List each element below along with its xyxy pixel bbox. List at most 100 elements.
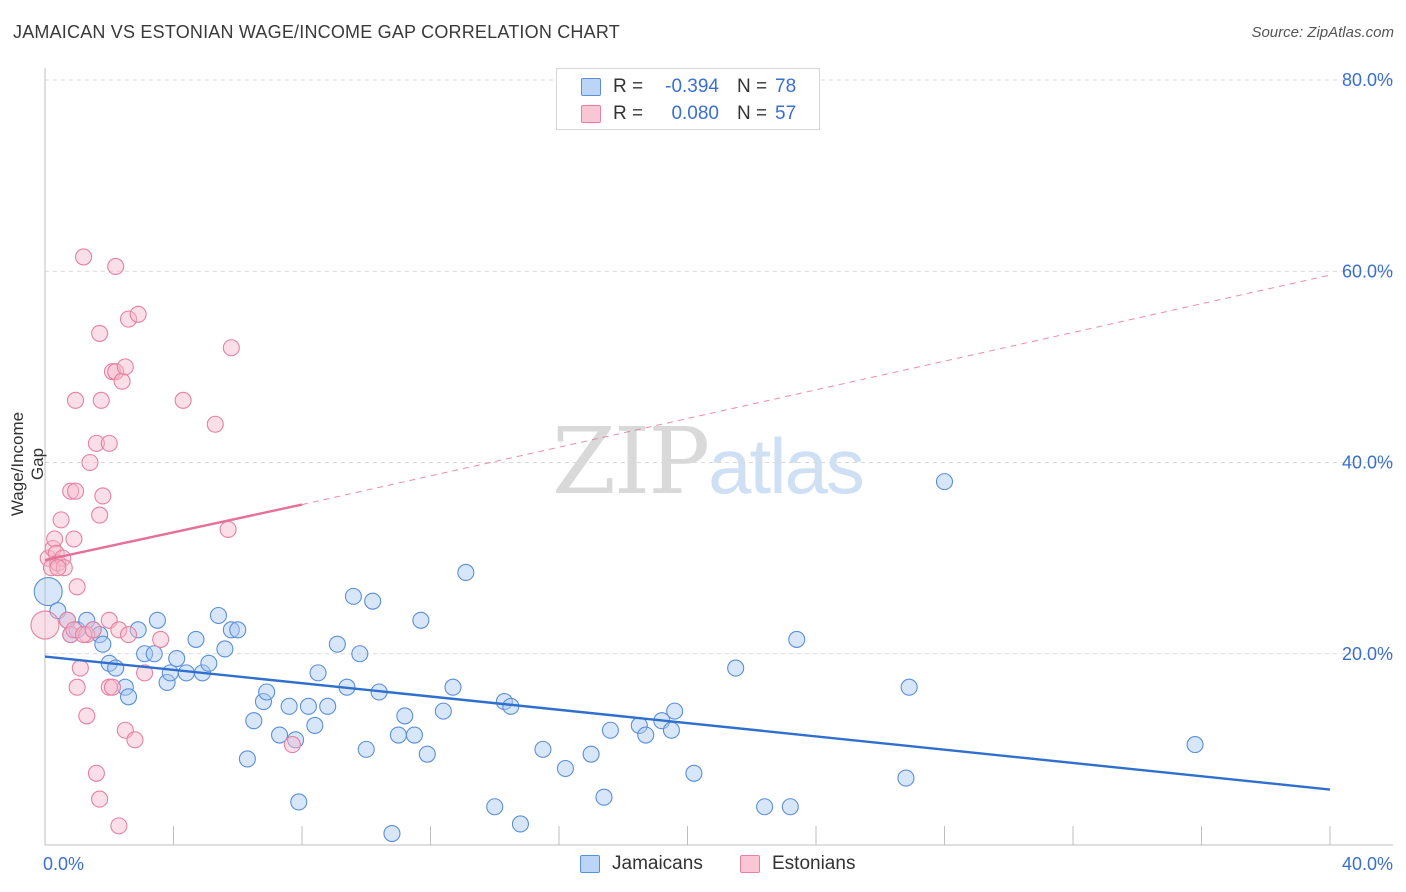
data-point-estonians: [78, 707, 96, 725]
data-point-jamaicans: [161, 664, 179, 682]
y-tick-label: 60.0%: [1342, 261, 1393, 281]
data-point-jamaicans: [511, 815, 530, 833]
series-label-jamaicans: Jamaicans: [612, 853, 703, 874]
data-point-estonians: [71, 659, 89, 677]
data-point-jamaicans: [33, 577, 63, 607]
legend-n-label: N =: [737, 103, 768, 124]
data-point-jamaicans: [756, 798, 774, 816]
data-point-jamaicans: [94, 635, 112, 653]
data-point-jamaicans: [412, 611, 430, 629]
data-point-jamaicans: [229, 621, 247, 639]
chart-title: JAMAICAN VS ESTONIAN WAGE/INCOME GAP COR…: [13, 22, 620, 42]
data-point-estonians: [152, 630, 170, 648]
data-point-jamaicans: [351, 645, 369, 663]
data-point-jamaicans: [781, 798, 799, 816]
data-point-estonians: [136, 664, 154, 682]
data-point-jamaicans: [328, 635, 346, 653]
data-point-estonians: [129, 305, 147, 323]
data-point-jamaicans: [216, 640, 234, 658]
y-tick-label: 20.0%: [1342, 644, 1393, 664]
data-point-jamaicans: [685, 764, 703, 782]
data-point-jamaicans: [457, 563, 475, 582]
data-point-jamaicans: [245, 712, 263, 730]
data-point-estonians: [66, 482, 85, 500]
data-point-jamaicans: [601, 721, 619, 739]
data-point-jamaicans: [222, 621, 240, 639]
data-point-jamaicans: [788, 630, 806, 648]
series-legend-estonians[interactable]: Estonians: [740, 852, 855, 876]
y-axis-label: Wage/Income Gap: [8, 411, 47, 517]
data-point-jamaicans: [935, 473, 954, 491]
watermark-atlas: atlas: [708, 422, 865, 510]
data-point-estonians: [49, 559, 67, 577]
data-point-jamaicans: [344, 587, 362, 605]
data-point-jamaicans: [582, 745, 600, 763]
data-point-jamaicans: [254, 693, 273, 711]
data-point-estonians: [65, 530, 83, 548]
data-point-estonians: [100, 434, 118, 452]
data-point-estonians: [65, 621, 83, 639]
watermark: ZIPatlas: [552, 408, 865, 515]
correlation-legend: R = -0.394 N = 78 R = 0.080 N = 57: [556, 68, 820, 130]
data-point-jamaicans: [290, 793, 308, 811]
data-point-jamaicans: [383, 824, 401, 843]
data-point-jamaicans: [238, 750, 256, 768]
data-point-jamaicans: [389, 726, 407, 744]
data-point-estonians: [283, 736, 301, 754]
data-point-jamaicans: [306, 716, 324, 735]
legend-swatch-jamaicans: [581, 78, 601, 96]
data-point-jamaicans: [396, 707, 414, 725]
data-point-estonians: [219, 520, 237, 538]
data-point-jamaicans: [209, 606, 228, 625]
data-point-estonians: [206, 415, 224, 433]
data-point-estonians: [110, 621, 128, 639]
data-point-estonians: [222, 339, 240, 357]
data-point-jamaicans: [319, 697, 337, 715]
data-point-estonians: [113, 372, 131, 390]
data-point-estonians: [119, 626, 138, 644]
data-point-jamaicans: [486, 798, 504, 816]
data-point-estonians: [91, 506, 109, 524]
data-point-jamaicans: [637, 726, 655, 744]
data-point-estonians: [110, 817, 128, 835]
data-point-estonians: [81, 453, 99, 472]
data-point-jamaicans: [364, 592, 382, 610]
series-label-estonians: Estonians: [772, 853, 856, 874]
data-point-jamaicans: [900, 678, 918, 696]
legend-n-value-jamaicans: 78: [775, 76, 797, 97]
data-point-jamaicans: [727, 659, 745, 677]
data-point-jamaicans: [148, 611, 166, 629]
data-point-estonians: [62, 482, 80, 500]
data-point-estonians: [107, 363, 125, 381]
data-point-estonians: [52, 511, 70, 529]
data-point-jamaicans: [1186, 736, 1204, 754]
data-point-estonians: [46, 530, 64, 548]
legend-r-label: R =: [613, 103, 644, 124]
x-tick-label: 0.0%: [43, 854, 84, 874]
data-point-jamaicans: [534, 740, 552, 758]
data-point-estonians: [91, 790, 109, 808]
data-point-jamaicans: [897, 769, 915, 787]
data-point-jamaicans: [434, 702, 452, 720]
data-point-jamaicans: [299, 697, 317, 715]
data-point-jamaicans: [309, 664, 327, 682]
data-point-jamaicans: [418, 745, 436, 763]
data-point-jamaicans: [662, 721, 680, 739]
legend-row-estonians: R = 0.080 N = 57: [581, 102, 796, 126]
legend-swatch-estonians: [581, 105, 601, 123]
data-point-estonians: [103, 678, 122, 696]
watermark-zip: ZIP: [552, 408, 710, 515]
data-point-jamaicans: [200, 654, 218, 672]
data-point-jamaicans: [258, 683, 276, 701]
data-point-jamaicans: [444, 678, 462, 696]
data-point-jamaicans: [595, 788, 613, 806]
data-point-jamaicans: [357, 740, 375, 758]
data-point-estonians: [87, 434, 105, 452]
legend-n-label: N =: [737, 76, 768, 97]
data-point-estonians: [116, 358, 134, 376]
data-point-estonians: [75, 248, 93, 266]
data-point-jamaicans: [405, 726, 423, 744]
series-legend-jamaicans[interactable]: Jamaicans: [580, 852, 703, 876]
data-point-estonians: [94, 487, 112, 505]
data-point-estonians: [30, 610, 60, 640]
